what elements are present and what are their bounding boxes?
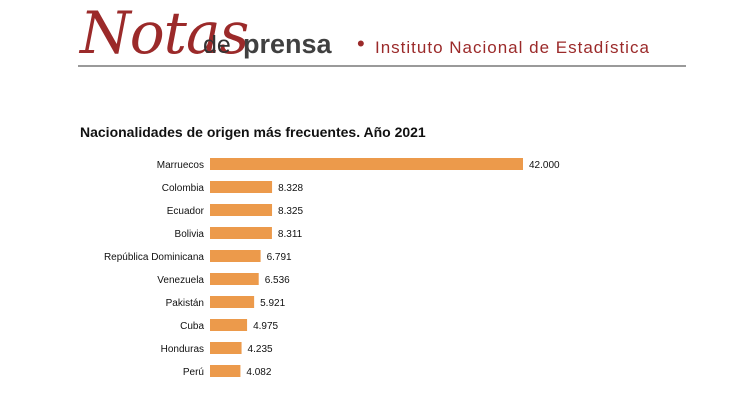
category-label-colombia: Colombia (162, 183, 205, 194)
notas-logo: Notas (80, 0, 249, 67)
bar-ecuador (210, 204, 273, 216)
category-label-pakistan: Pakistán (166, 298, 204, 309)
value-label-ecuador: 8.325 (278, 206, 303, 217)
category-label-ecuador: Ecuador (167, 206, 205, 217)
value-label-pakistan: 5.921 (260, 298, 285, 309)
category-label-peru: Perú (183, 367, 204, 378)
bar-republica-dominicana (210, 250, 261, 262)
bar-peru (210, 365, 241, 377)
bar-honduras (210, 342, 242, 354)
category-label-marruecos: Marruecos (157, 160, 204, 171)
bar-pakistan (210, 296, 255, 308)
value-label-marruecos: 42.000 (529, 160, 560, 171)
logo-prensa-text: prensa (243, 29, 332, 59)
bar-venezuela (210, 273, 259, 285)
category-label-venezuela: Venezuela (157, 275, 204, 286)
header-divider (78, 65, 686, 67)
value-label-honduras: 4.235 (248, 344, 273, 355)
bar-marruecos (210, 158, 523, 170)
value-label-colombia: 8.328 (278, 183, 303, 194)
chart-title: Nacionalidades de origen más frecuentes.… (80, 124, 426, 140)
category-label-cuba: Cuba (180, 321, 204, 332)
category-label-bolivia: Bolivia (175, 229, 205, 240)
page-header: Notas de prensa • Instituto Nacional de … (0, 0, 756, 75)
bar-bolivia (210, 227, 272, 239)
value-label-cuba: 4.975 (253, 321, 278, 332)
logo-de-text: de (203, 31, 231, 59)
value-label-bolivia: 8.311 (278, 229, 303, 240)
value-label-peru: 4.082 (246, 367, 271, 378)
bullet-separator: • (357, 31, 365, 56)
bar-colombia (210, 181, 273, 193)
category-label-honduras: Honduras (161, 344, 204, 355)
bar-cuba (210, 319, 248, 331)
value-label-republica-dominicana: 6.791 (267, 252, 292, 263)
category-label-republica-dominicana: República Dominicana (104, 252, 204, 263)
institution-name: Instituto Nacional de Estadística (375, 38, 650, 57)
value-label-venezuela: 6.536 (265, 275, 290, 286)
bar-chart: Marruecos 42.000 Colombia 8.328 Ecuador 8.325… (104, 158, 560, 378)
